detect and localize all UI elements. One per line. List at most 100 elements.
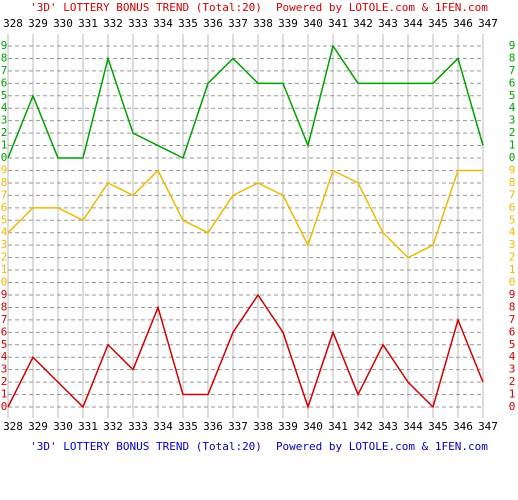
x-tick-label: 336 (203, 17, 223, 30)
trend-line (7, 293, 484, 410)
y-tick-label: 9 (509, 164, 516, 177)
x-tick-label: 330 (53, 17, 73, 30)
y-tick-label: 6 (509, 325, 516, 338)
y-tick-label: 9 (1, 164, 8, 177)
x-tick-label: 331 (78, 17, 98, 30)
x-tick-label: 334 (153, 17, 173, 30)
y-tick-label: 7 (509, 188, 516, 201)
x-tick-label: 342 (353, 420, 373, 433)
y-tick-label: 5 (1, 338, 8, 351)
x-tick-label: 347 (478, 17, 498, 30)
y-tick-label: 5 (509, 338, 516, 351)
x-tick-label: 330 (53, 420, 73, 433)
x-tick-label: 329 (28, 17, 48, 30)
y-tick-label: 5 (1, 213, 8, 226)
x-tick-label: 336 (203, 420, 223, 433)
y-tick-label: 1 (1, 139, 8, 152)
x-tick-label: 338 (253, 17, 273, 30)
x-tick-label: 334 (153, 420, 173, 433)
y-tick-label: 5 (509, 89, 516, 102)
title: '3D' LOTTERY BONUS TREND (Total:20) (30, 1, 262, 14)
x-tick-label: 343 (378, 17, 398, 30)
y-tick-label: 9 (1, 39, 8, 52)
y-tick-label: 1 (1, 388, 8, 401)
y-tick-label: 2 (509, 126, 516, 139)
x-tick-label: 341 (328, 420, 348, 433)
x-tick-label: 346 (453, 420, 473, 433)
y-tick-label: 2 (1, 375, 8, 388)
y-tick-label: 0 (509, 151, 516, 164)
x-tick-label: 341 (328, 17, 348, 30)
y-tick-label: 8 (1, 300, 8, 313)
y-tick-label: 2 (509, 251, 516, 264)
y-tick-label: 4 (1, 226, 8, 239)
subtitle: Powered by LOTOLE.com & 1FEN.com (276, 440, 488, 453)
y-tick-label: 9 (1, 288, 8, 301)
y-tick-label: 6 (1, 325, 8, 338)
x-tick-label: 337 (228, 420, 248, 433)
y-tick-label: 1 (509, 263, 516, 276)
y-tick-label: 2 (509, 375, 516, 388)
y-tick-label: 9 (509, 288, 516, 301)
x-tick-label: 338 (253, 420, 273, 433)
y-tick-label: 6 (1, 201, 8, 214)
x-tick-label: 328 (3, 420, 23, 433)
y-tick-label: 1 (509, 139, 516, 152)
chart-footer: '3D' LOTTERY BONUS TREND (Total:20) Power… (30, 440, 488, 453)
x-tick-label: 342 (353, 17, 373, 30)
x-tick-label: 331 (78, 420, 98, 433)
y-tick-label: 6 (1, 76, 8, 89)
y-tick-label: 6 (509, 201, 516, 214)
x-tick-label: 328 (3, 17, 23, 30)
x-tick-label: 333 (128, 17, 148, 30)
y-tick-label: 4 (509, 350, 516, 363)
y-tick-label: 8 (509, 51, 516, 64)
y-tick-label: 3 (509, 114, 516, 127)
y-tick-label: 2 (1, 251, 8, 264)
x-tick-label: 346 (453, 17, 473, 30)
subtitle: Powered by LOTOLE.com & 1FEN.com (276, 1, 488, 14)
y-tick-label: 4 (509, 226, 516, 239)
y-tick-label: 0 (509, 276, 516, 289)
x-tick-label: 340 (303, 420, 323, 433)
y-tick-label: 5 (509, 213, 516, 226)
y-tick-label: 7 (1, 313, 8, 326)
y-tick-label: 3 (1, 114, 8, 127)
y-tick-label: 0 (1, 400, 8, 413)
y-tick-label: 9 (509, 39, 516, 52)
x-tick-label: 339 (278, 17, 298, 30)
x-tick-label: 345 (428, 420, 448, 433)
x-tick-label: 332 (103, 17, 123, 30)
x-tick-label: 332 (103, 420, 123, 433)
y-tick-label: 1 (1, 263, 8, 276)
x-tick-label: 344 (403, 17, 423, 30)
y-tick-label: 4 (509, 101, 516, 114)
x-tick-label: 329 (28, 420, 48, 433)
y-tick-label: 5 (1, 89, 8, 102)
y-tick-label: 2 (1, 126, 8, 139)
y-tick-label: 7 (1, 64, 8, 77)
y-tick-label: 3 (509, 363, 516, 376)
trend-line (7, 169, 483, 259)
y-tick-label: 3 (1, 363, 8, 376)
y-tick-label: 7 (1, 188, 8, 201)
y-tick-label: 3 (509, 238, 516, 251)
y-tick-label: 8 (1, 176, 8, 189)
y-tick-label: 0 (509, 400, 516, 413)
x-tick-label: 335 (178, 420, 198, 433)
x-tick-label: 345 (428, 17, 448, 30)
y-tick-label: 8 (509, 176, 516, 189)
x-tick-label: 337 (228, 17, 248, 30)
y-tick-label: 8 (1, 51, 8, 64)
y-tick-label: 6 (509, 76, 516, 89)
x-tick-label: 335 (178, 17, 198, 30)
x-tick-label: 343 (378, 420, 398, 433)
y-tick-label: 0 (1, 151, 8, 164)
x-tick-label: 340 (303, 17, 323, 30)
y-tick-label: 1 (509, 388, 516, 401)
x-tick-label: 339 (278, 420, 298, 433)
y-tick-label: 4 (1, 350, 8, 363)
y-tick-label: 0 (1, 276, 8, 289)
y-tick-label: 8 (509, 300, 516, 313)
